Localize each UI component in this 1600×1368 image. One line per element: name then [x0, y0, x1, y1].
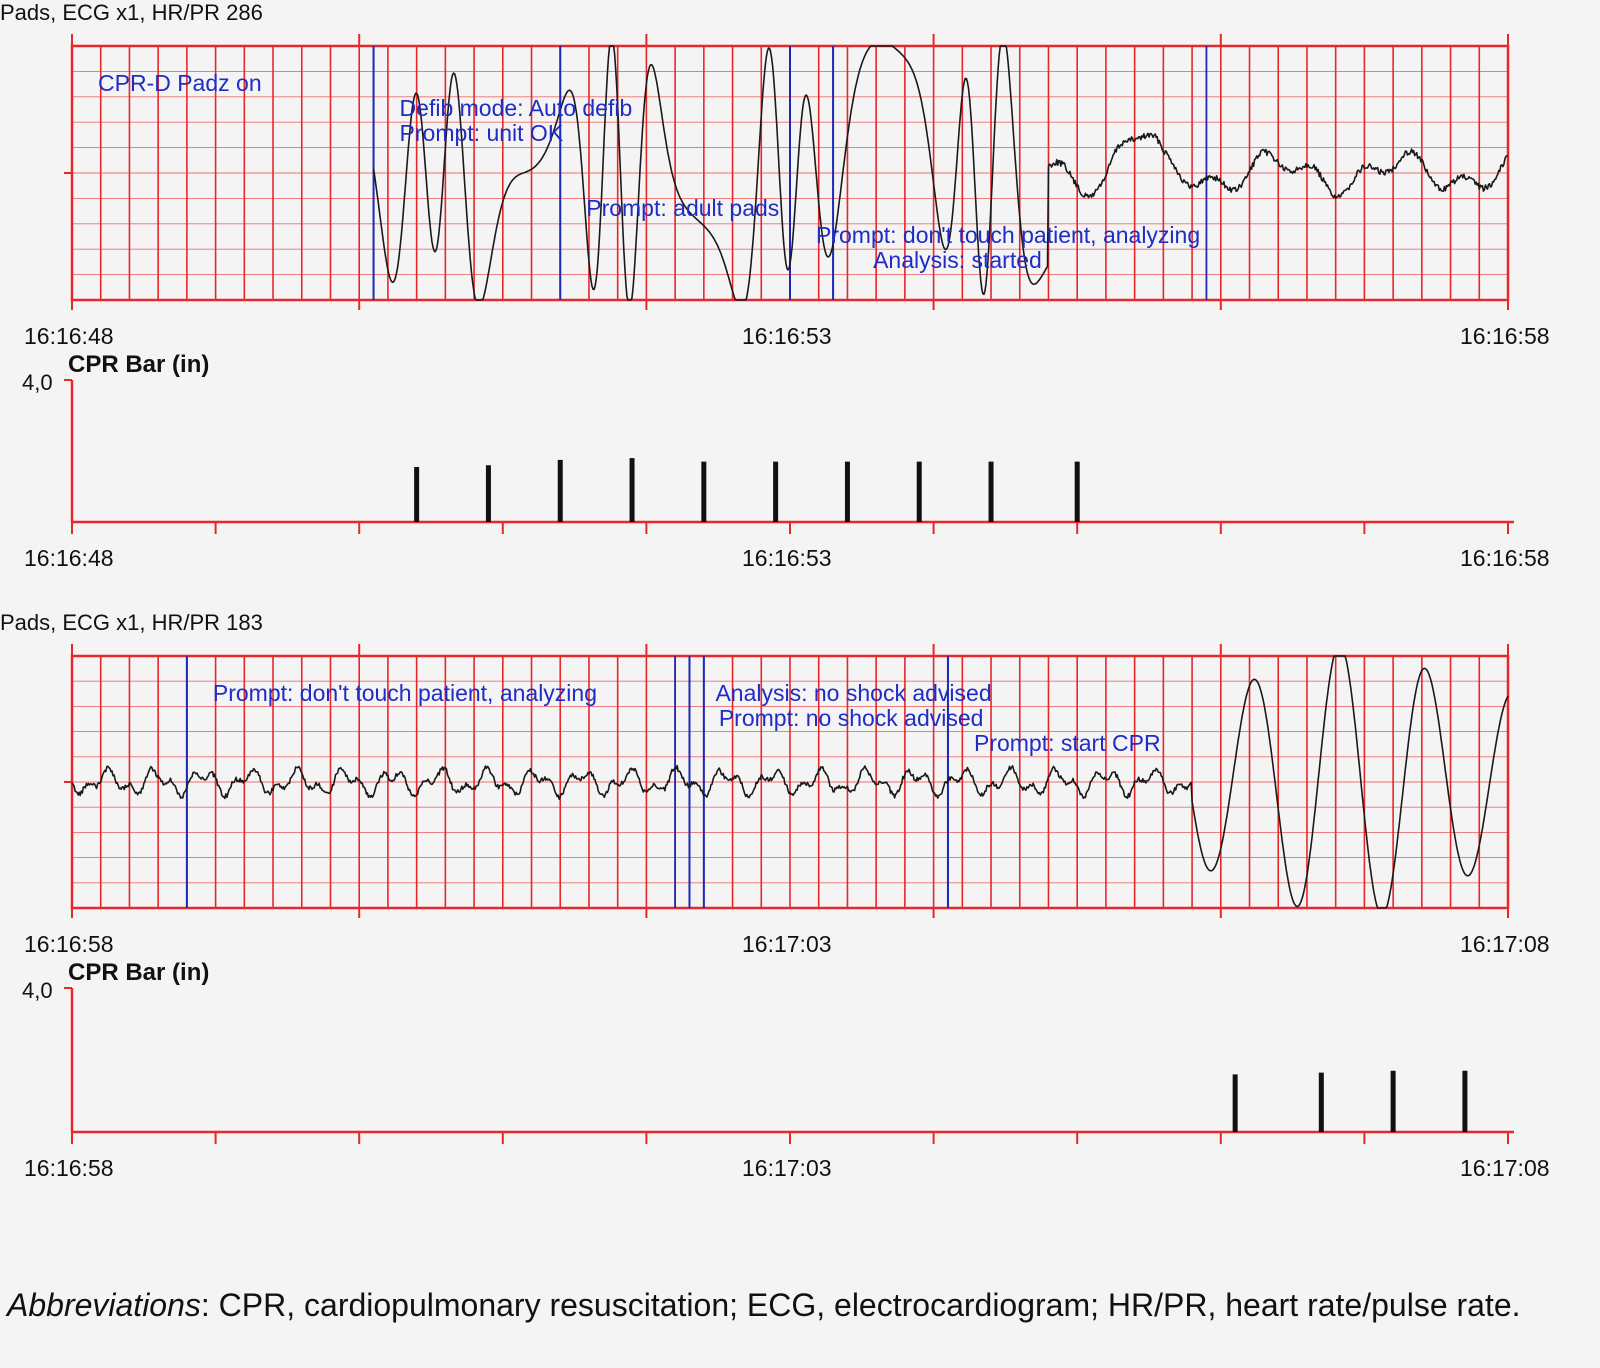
- ecg-annotation: Prompt: no shock advised: [719, 705, 984, 731]
- ecg-annotation: CPR-D Padz on: [98, 70, 262, 96]
- y-tick-label: 4,0: [22, 370, 53, 395]
- x-tick-label: 16:16:48: [24, 323, 114, 349]
- cpr-panel-title: CPR Bar (in): [68, 959, 209, 986]
- ecg-annotation: Prompt: adult pads: [586, 195, 779, 221]
- ecg-panel-0: [64, 34, 1510, 310]
- ecg-annotation: Prompt: start CPR: [974, 730, 1161, 756]
- ecg-trace: [372, 45, 1509, 301]
- caption-text: : CPR, cardiopulmonary resuscitation; EC…: [200, 1287, 1521, 1323]
- ecg-annotation: Analysis: started: [873, 247, 1042, 273]
- ecg-panel-2: [64, 644, 1510, 918]
- y-tick-label: 4,0: [22, 978, 53, 1003]
- ecg-annotation: Analysis: no shock advised: [715, 680, 991, 706]
- x-tick-label: 16:17:03: [742, 1155, 832, 1181]
- x-tick-label: 16:16:48: [24, 545, 114, 571]
- cpr-panel-1: [64, 379, 1514, 534]
- x-tick-label: 16:16:58: [1460, 545, 1550, 571]
- ecg-trace: [71, 655, 1509, 909]
- x-tick-label: 16:17:08: [1460, 1155, 1550, 1181]
- x-tick-label: 16:16:53: [742, 545, 832, 571]
- cpr-panel-3: [64, 987, 1514, 1144]
- ecg-annotation: Prompt: unit OK: [400, 120, 564, 146]
- ecg-panel-title: Pads, ECG x1, HR/PR 286: [0, 0, 263, 25]
- x-tick-label: 16:16:58: [24, 1155, 114, 1181]
- figure-caption: Abbreviations: CPR, cardiopulmonary resu…: [7, 1283, 1597, 1328]
- ecg-annotation: Prompt: don't touch patient, analyzing: [213, 680, 597, 706]
- cpr-panel-title: CPR Bar (in): [68, 351, 209, 378]
- x-tick-label: 16:16:53: [742, 323, 832, 349]
- x-tick-label: 16:17:03: [742, 931, 832, 957]
- x-tick-label: 16:16:58: [24, 931, 114, 957]
- ecg-panel-title: Pads, ECG x1, HR/PR 183: [0, 610, 263, 635]
- ecg-annotation: Defib mode: Auto defib: [400, 95, 633, 121]
- x-tick-label: 16:17:08: [1460, 931, 1550, 957]
- ecg-annotation: Prompt: don't touch patient, analyzing: [816, 222, 1200, 248]
- caption-abbreviations-label: Abbreviations: [7, 1287, 201, 1323]
- x-tick-label: 16:16:58: [1460, 323, 1550, 349]
